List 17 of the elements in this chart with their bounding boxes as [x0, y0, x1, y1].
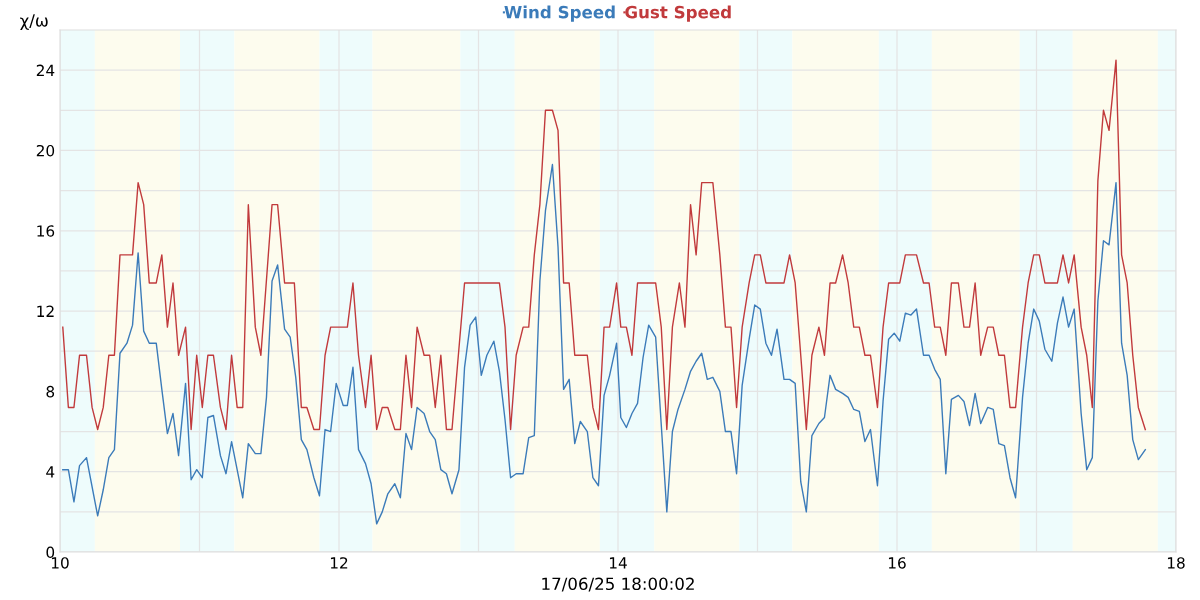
y-axis-title: χ/ω — [20, 14, 48, 30]
x-tick-label: 10 — [51, 557, 69, 569]
y-tick-label: 4 — [46, 466, 55, 478]
x-axis-title: 17/06/25 18:00:02 — [542, 577, 694, 592]
y-tick-label: 16 — [37, 225, 55, 237]
legend-label: Wind Speed — [504, 5, 615, 22]
y-tick-label: 12 — [37, 305, 54, 317]
y-tick-label: 24 — [36, 64, 55, 76]
y-tick-label: 8 — [46, 385, 55, 398]
y-tick-label: 20 — [36, 144, 55, 157]
line-series — [62, 59, 1147, 431]
x-tick-label: 14 — [609, 557, 627, 569]
line-series — [62, 163, 1147, 525]
x-tick-label: 16 — [888, 557, 906, 569]
x-tick-label: 18 — [1167, 557, 1185, 569]
legend-label: Gust Speed — [625, 5, 731, 22]
x-tick-label: 12 — [330, 557, 348, 569]
